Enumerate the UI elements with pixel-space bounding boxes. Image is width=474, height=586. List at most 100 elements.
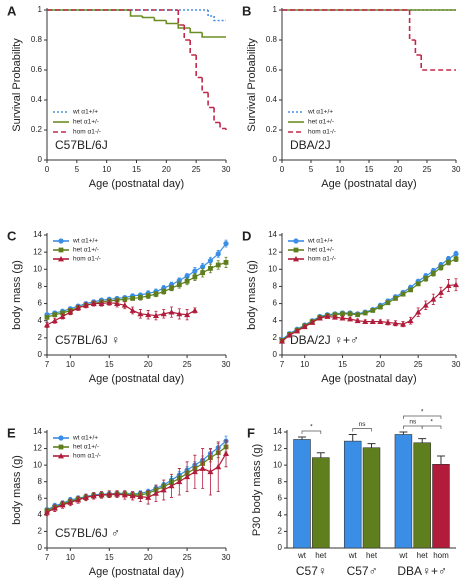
y-tick-label: 0.4 [266,95,278,104]
point [453,256,459,262]
y-tick-label: 10 [33,264,42,273]
point [339,315,346,321]
category-label: hom [433,551,449,560]
group-label: C57♀ [296,564,327,578]
point [293,247,299,253]
point [377,318,384,324]
point [191,468,198,475]
point [422,302,429,308]
point [445,282,452,288]
x-tick-label: 10 [102,165,111,174]
legend-label: wt α1+/+ [72,238,98,245]
error-bar [348,433,357,442]
point [200,264,206,270]
legend-label: wt α1+/+ [72,435,98,442]
point [223,260,229,265]
y-tick-label: 12 [33,247,42,256]
bar [432,464,450,549]
category-label: wt [297,551,307,560]
survival-step [207,92,215,109]
y-tick-label: 0 [38,155,43,164]
point [370,308,376,313]
point [58,247,64,253]
y-tick-label: 0.8 [266,35,278,44]
y-tick-label: 2 [38,527,43,536]
bar [312,457,330,549]
x-tick-label: 25 [183,360,192,369]
survival-step [414,40,422,56]
y-tick-label: 2 [278,527,283,536]
point [223,240,229,247]
survival-step [165,20,179,25]
point [98,491,105,498]
y-axis-label: body mass (g) [11,455,23,525]
legend-label: wt α1+/+ [307,109,333,116]
point [176,277,182,284]
point [184,278,190,284]
point [446,260,451,265]
point [51,317,58,324]
y-tick-label: 8 [278,477,283,486]
panel-letter: A [7,3,17,18]
point [207,258,214,264]
survival-step [219,122,226,130]
point [145,293,151,299]
point [75,496,82,503]
point [415,281,421,287]
x-tick-label: 25 [423,165,432,174]
significance-bracket [421,425,442,429]
x-axis-label: Age (postnatal day) [89,566,184,578]
y-tick-label: 0 [273,155,278,164]
point [415,309,422,315]
bar [293,439,311,549]
point [137,295,143,300]
legend-label: het α1+/- [308,247,334,254]
survival-step [207,10,215,17]
point [152,490,159,496]
y-tick-label: 12 [273,444,282,453]
x-tick-label: 0 [280,165,285,174]
survival-step [189,28,203,34]
x-tick-label: 30 [222,553,231,562]
survival-step [213,107,221,124]
strain-label: DBA/2J ♀+♂ [290,333,359,347]
y-tick-label: 10 [33,460,42,469]
y-tick-label: 0 [38,350,43,359]
x-tick-label: 7 [45,553,50,562]
significance-bracket [403,415,442,419]
point [347,316,354,322]
x-tick-label: 25 [183,553,192,562]
error-bar [418,438,427,443]
significance-bracket [403,425,423,429]
y-tick-label: 0.2 [266,125,278,134]
y-tick-label: 0 [273,350,278,359]
y-tick-label: 4 [38,316,43,325]
x-tick-label: 7 [45,360,50,369]
y-tick-label: 14 [33,427,42,436]
point [279,338,285,344]
point [400,321,407,327]
y-tick-label: 0.6 [31,65,43,74]
legend-label: het α1+/- [73,444,99,451]
panel-letter: B [242,3,251,18]
x-tick-label: 20 [162,165,171,174]
survival-step [129,10,143,17]
point [59,501,66,508]
significance-label: * [310,424,313,431]
point [316,315,323,321]
y-tick-label: 4 [38,510,43,519]
point [192,268,198,274]
category-label: wt [398,551,408,560]
y-tick-label: 4 [273,316,278,325]
point [377,304,383,310]
y-tick-label: 2 [273,333,278,342]
point [354,317,361,324]
point [408,287,414,293]
point [98,300,105,306]
x-tick-label: 10 [66,553,75,562]
point [385,300,391,306]
y-axis-label: body mass (g) [11,260,23,330]
point [286,332,293,338]
legend-label: het α1+/- [73,247,99,254]
point [90,300,97,306]
